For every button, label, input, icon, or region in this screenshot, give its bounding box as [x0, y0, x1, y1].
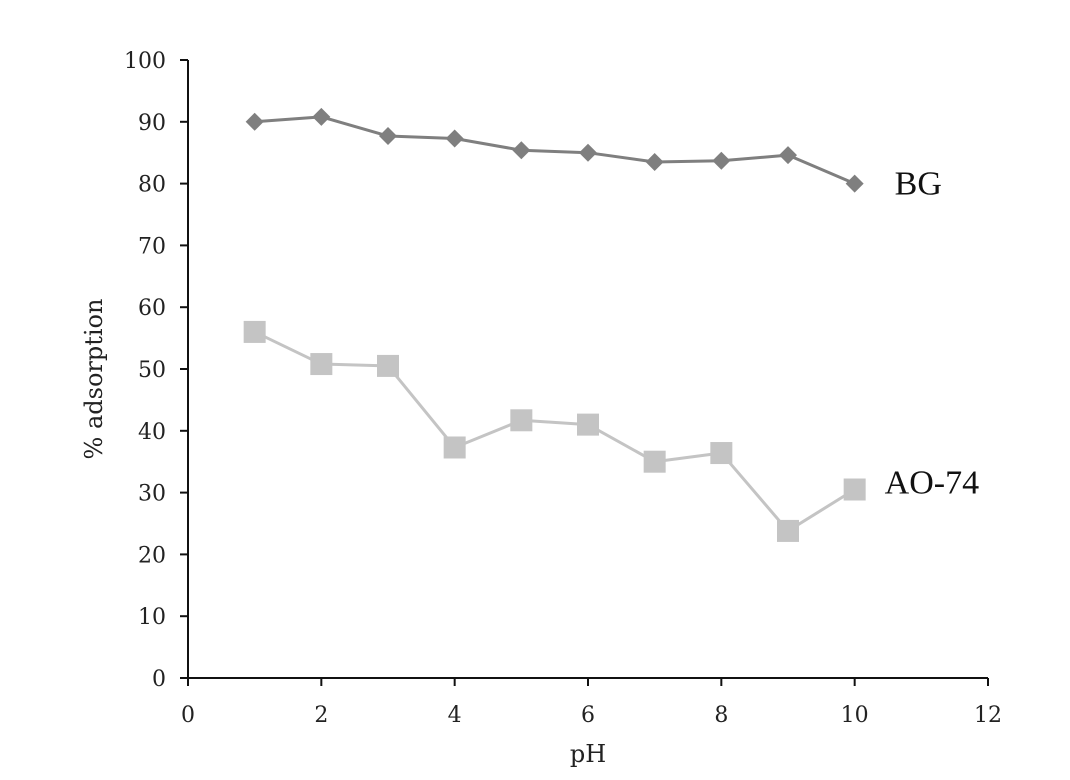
y-tick-label: 100	[124, 49, 166, 74]
series-line	[254, 330, 856, 533]
data-point	[310, 353, 333, 376]
data-point	[845, 174, 864, 193]
x-ticks: 0 2 4 6 8 10 12	[181, 678, 1002, 728]
y-tick-label: 70	[138, 234, 166, 259]
data-point	[510, 409, 533, 432]
data-point	[245, 112, 264, 131]
x-tick-label: 6	[581, 703, 595, 728]
data-point	[377, 354, 399, 377]
x-tick-label: 12	[974, 703, 1002, 728]
data-point	[777, 519, 799, 542]
data-point	[779, 146, 797, 165]
y-tick-label: 40	[138, 420, 166, 445]
y-tick-label: 30	[138, 482, 166, 507]
data-point	[243, 320, 266, 343]
series-bg: BG	[245, 107, 942, 203]
data-point	[577, 413, 599, 436]
series-label: BG	[895, 166, 942, 203]
data-point	[579, 143, 597, 162]
y-tick-label: 0	[152, 667, 166, 692]
x-tick-label: 8	[714, 703, 728, 728]
y-tick-label: 50	[138, 358, 166, 383]
data-point	[443, 436, 466, 459]
x-tick-label: 0	[181, 703, 195, 728]
x-axis-title: pH	[570, 740, 606, 768]
x-tick-label: 2	[314, 703, 328, 728]
y-axis-title: % adsorption	[80, 299, 108, 460]
data-point	[645, 152, 664, 171]
y-tick-label: 10	[138, 605, 166, 630]
data-point	[712, 151, 731, 170]
data-point	[643, 450, 666, 473]
y-tick-label: 90	[138, 111, 166, 136]
data-point	[710, 442, 733, 465]
series-ao-74: AO-74	[243, 320, 979, 542]
y-ticks: 0 10 20 30 40 50 60 70 80 90 100	[124, 49, 188, 692]
series-line	[254, 115, 856, 185]
data-point	[445, 129, 464, 148]
x-tick-label: 4	[448, 703, 462, 728]
y-tick-label: 60	[138, 296, 166, 321]
y-tick-label: 20	[138, 543, 166, 568]
x-tick-label: 10	[841, 703, 869, 728]
y-tick-label: 80	[138, 173, 166, 198]
data-point	[312, 107, 331, 126]
series-label: AO-74	[885, 465, 979, 502]
data-point	[512, 141, 531, 160]
data-point	[379, 127, 397, 146]
data-point	[843, 478, 866, 501]
series-layer: BG AO-74	[243, 107, 979, 542]
